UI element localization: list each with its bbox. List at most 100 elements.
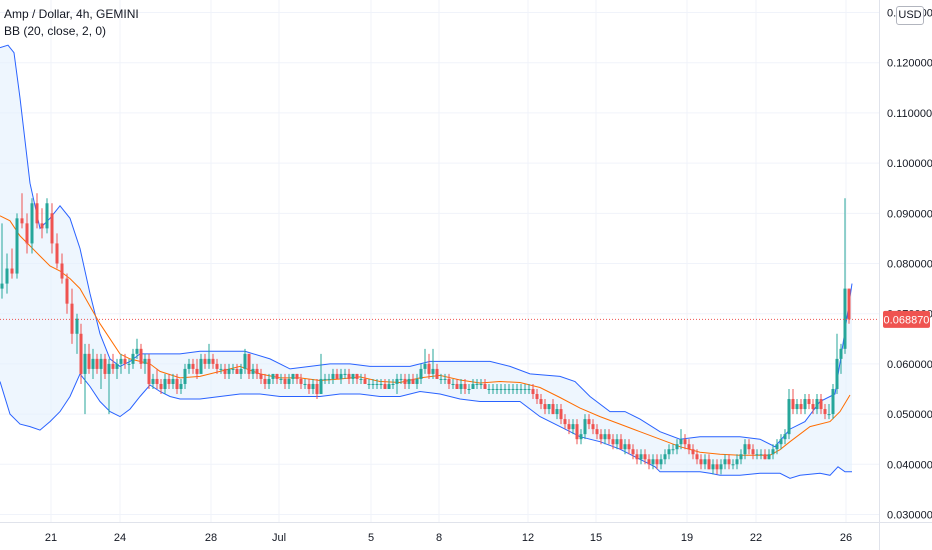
candle-body [571,424,575,430]
candle-body [303,383,307,385]
candle-body [367,383,371,385]
candle [835,333,839,395]
candle-body [335,373,339,379]
candle-body [487,388,491,390]
candle [467,383,471,395]
candle-body [535,394,539,400]
candle-body [175,378,179,389]
candle-body [135,348,139,354]
candle [395,373,399,395]
candle-body [103,358,107,374]
candle [223,363,227,379]
time-axis-tick-label: 12 [522,532,534,544]
candle [783,429,787,445]
candle-body [715,464,719,470]
candle [291,373,295,384]
candle [795,399,799,415]
candle [239,363,243,379]
candle-body [831,388,835,415]
candle-body [659,459,663,465]
candle-body [183,368,187,384]
candle [627,439,631,455]
candle [303,378,307,389]
candle [30,198,34,254]
chart-symbol-title[interactable]: Amp / Dollar, 4h, GEMINI [4,7,139,21]
candle-body [683,439,687,445]
bollinger-band-fill [0,45,852,479]
candle-body [30,203,34,244]
candle-body [247,353,251,374]
candle [363,373,367,384]
bollinger-basis-line [0,215,851,456]
candle-body [579,434,583,440]
candle-body [647,459,651,465]
candle [115,358,119,379]
candle [271,373,275,384]
candle-body [439,378,443,380]
candle-body [667,449,671,455]
candle [723,454,727,470]
candle-body [331,373,335,379]
candle [15,213,19,279]
candle [327,373,331,384]
candle-body [627,444,631,450]
candle-body [343,373,347,375]
candle-body [603,434,607,440]
candle [355,373,359,384]
candle-body [159,383,163,389]
candle [99,353,103,389]
candle [675,439,679,455]
candle [191,358,195,374]
candle-body [515,388,519,390]
candle-body [431,368,435,374]
candle [531,383,535,400]
candle [235,363,239,374]
candle-body [407,378,411,384]
candle [643,449,647,465]
candle-body [767,454,771,460]
candle-body [83,353,87,374]
candle-body [315,383,319,395]
candle-body [45,203,49,229]
candle [79,323,83,384]
candle-body [295,373,299,379]
candle-body [783,434,787,440]
candle-body [127,363,131,365]
candle-body [827,414,831,416]
candle [819,394,823,415]
candle-body [471,383,475,389]
candle [45,198,49,234]
candle-body [615,439,619,445]
candle-body [799,404,803,410]
last-price-tag: 0.068870 [883,310,930,328]
candle [459,378,463,395]
candle-body [587,419,591,425]
candle [20,193,24,229]
candle [743,439,747,460]
indicator-legend[interactable]: BB (20, close, 2, 0) [4,24,107,38]
candle [175,373,179,395]
candle-body [835,358,839,389]
candle [515,383,519,395]
candle-body [307,383,311,389]
candle-body [623,444,627,450]
candle-body [399,378,403,380]
candle [679,429,683,450]
candle [379,378,383,389]
currency-button[interactable]: USD [896,6,924,25]
candle-body [171,378,175,384]
candle [571,419,575,435]
candle-body [591,424,595,430]
candle [639,449,643,465]
candle-body [771,449,775,455]
candle-body [543,404,547,410]
candle [207,343,211,369]
candle-body [387,383,391,389]
candle-body [259,373,263,379]
candle [739,449,743,465]
candle-body [843,288,847,349]
candle-body [811,404,815,410]
candle-body [87,353,91,369]
candle [123,353,127,369]
